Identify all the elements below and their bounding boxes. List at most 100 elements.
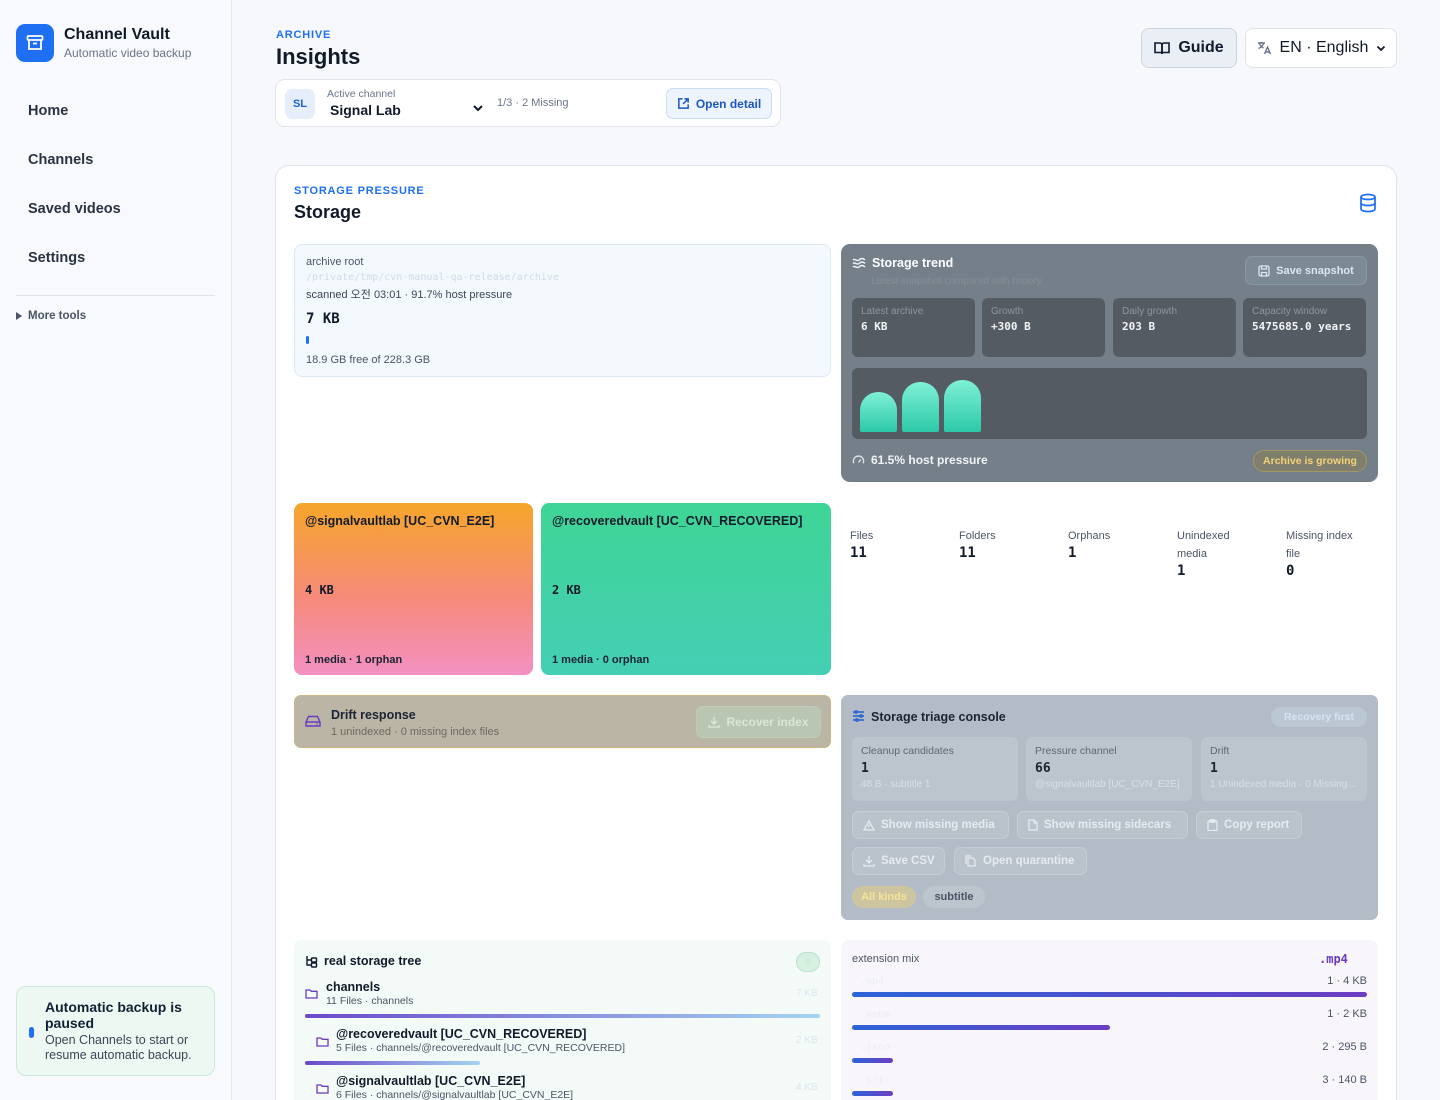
extension-name: .mp4	[860, 976, 885, 987]
show-missing-sidecars-button[interactable]: Show missing sidecars	[1017, 811, 1188, 839]
stat-label: Folders	[959, 530, 996, 542]
hard-drive-icon	[305, 715, 321, 727]
button-label: Open quarantine	[983, 855, 1075, 867]
tree-title: real storage tree	[324, 954, 422, 968]
tree-node-size: 2 KB	[796, 1035, 818, 1046]
extension-value: 1 · 2 KB	[1327, 1008, 1367, 1020]
trend-bar	[944, 380, 981, 432]
active-channel-card: SL Active channel Signal Lab 1/3 · 2 Mis…	[275, 79, 781, 127]
stat-label: Orphans	[1068, 530, 1111, 542]
language-select[interactable]: EN · English	[1245, 28, 1397, 68]
tree-node-name: @signalvaultlab [UC_CVN_E2E]	[336, 1074, 526, 1088]
tile-channel-name: @recoveredvault [UC_CVN_RECOVERED]	[552, 514, 803, 528]
tree-node-channels[interactable]: channels 11 Files · channels	[326, 980, 413, 1007]
tile-footer: 1 media · 1 orphan	[305, 654, 403, 666]
more-tools-toggle[interactable]: More tools	[16, 310, 86, 322]
tile-footer: 1 media · 0 orphan	[552, 654, 650, 666]
tree-node-bar	[305, 1061, 480, 1065]
save-snapshot-label: Save snapshot	[1276, 264, 1354, 277]
extension-value: 2 · 295 B	[1322, 1041, 1367, 1053]
tree-node-recoveredvault[interactable]: @recoveredvault [UC_CVN_RECOVERED] 5 Fil…	[336, 1027, 625, 1054]
sidebar-item-settings[interactable]: Settings	[28, 249, 86, 266]
status-dot	[29, 1027, 34, 1038]
database-icon	[1360, 193, 1376, 213]
stat-unindexed-media: Unindexed media 1	[1177, 527, 1249, 579]
metric-label: Latest archive	[861, 306, 924, 317]
waves-icon	[852, 257, 866, 269]
channel-select[interactable]: Signal Lab	[330, 102, 401, 118]
sidebar-item-home[interactable]: Home	[28, 102, 69, 119]
brand: Channel Vault Automatic video backup	[16, 24, 191, 62]
extension-name: .json	[860, 1042, 891, 1053]
app-title: Channel Vault	[64, 26, 170, 43]
filter-chip-all-kinds[interactable]: All kinds	[852, 886, 916, 908]
folder-icon	[305, 989, 318, 999]
stat-files: Files 11	[850, 527, 950, 561]
tree-node-name: channels	[326, 980, 381, 994]
sidebar-item-saved-videos[interactable]: Saved videos	[28, 200, 121, 217]
host-pressure-label: 61.5% host pressure	[871, 453, 988, 467]
copy-report-button[interactable]: Copy report	[1196, 811, 1302, 839]
triage-card-sub: 48 B · subtitle 1	[861, 779, 931, 790]
sidebar-item-channels[interactable]: Channels	[28, 151, 94, 168]
metric-value: 6 KB	[861, 320, 888, 333]
stat-label: Unindexed media	[1177, 530, 1230, 560]
tree-header: real storage tree	[305, 954, 421, 968]
show-missing-media-button[interactable]: Show missing media	[852, 811, 1009, 839]
folder-icon	[316, 1084, 329, 1094]
caret-right-icon	[16, 312, 22, 320]
open-quarantine-button[interactable]: Open quarantine	[954, 847, 1087, 875]
app-subtitle: Automatic video backup	[64, 46, 192, 60]
channel-tile-signalvaultlab[interactable]: @signalvaultlab [UC_CVN_E2E] 4 KB 1 medi…	[294, 503, 533, 675]
tree-node-size: 4 KB	[796, 1082, 818, 1093]
download-icon	[708, 717, 721, 728]
triage-card-value: 1	[1210, 761, 1218, 776]
stat-folders: Folders 11	[959, 527, 1059, 561]
storage-tree-card: real storage tree 0 channels 11 Files · …	[294, 940, 831, 1100]
archive-root-label: archive root	[306, 256, 364, 268]
host-pressure: 61.5% host pressure	[852, 453, 988, 467]
open-detail-button[interactable]: Open detail	[666, 88, 772, 119]
guide-button[interactable]: Guide	[1141, 28, 1237, 68]
save-csv-button[interactable]: Save CSV	[852, 847, 945, 875]
save-snapshot-button[interactable]: Save snapshot	[1245, 256, 1367, 285]
trend-bar	[860, 392, 897, 432]
triage-card-cleanup: Cleanup candidates 1 48 B · subtitle 1	[852, 737, 1018, 801]
tree-node-sub: 11 Files · channels	[326, 995, 414, 1007]
paused-body: Open Channels to start or resume automat…	[45, 1033, 192, 1062]
language-label: EN · English	[1279, 39, 1369, 56]
triage-card-sub: 1 Unindexed media · 0 Missing index file	[1210, 779, 1358, 790]
storage-trend-hint: Latest snapshot compared with history	[871, 276, 1042, 287]
scan-status: scanned 오전 03:01 · 91.7% host pressure	[306, 289, 513, 301]
chevron-down-icon[interactable]	[472, 104, 484, 112]
triage-card-label: Pressure channel	[1035, 745, 1117, 757]
archive-root-path: /private/tmp/cvn-manual-qa-release/archi…	[306, 272, 559, 283]
backup-paused-notice: Automatic backup is paused Open Channels…	[16, 986, 215, 1076]
sidebar-nav: Home Channels Saved videos Settings	[16, 86, 216, 282]
files-icon	[965, 855, 976, 867]
tile-size: 4 KB	[305, 583, 334, 597]
recover-index-button[interactable]: Recover index	[696, 706, 821, 738]
extension-bar	[852, 992, 1367, 997]
stat-missing-index-file: Missing index file 0	[1286, 527, 1366, 579]
trend-bar	[902, 382, 939, 432]
page-title: Insights	[276, 44, 361, 69]
stat-orphans: Orphans 1	[1068, 527, 1168, 561]
triage-card-label: Drift	[1210, 745, 1230, 757]
metric-label: Daily growth	[1122, 306, 1178, 317]
storage-trend-chart	[852, 368, 1367, 439]
tree-node-signalvaultlab[interactable]: @signalvaultlab [UC_CVN_E2E] 6 Files · c…	[336, 1074, 573, 1100]
extension-value: 3 · 140 B	[1322, 1074, 1367, 1086]
drift-title: Drift response	[331, 708, 416, 722]
storage-title: Storage	[294, 202, 362, 222]
active-channel-label: Active channel	[327, 88, 396, 100]
channel-status: 1/3 · 2 Missing	[497, 97, 569, 109]
stat-value: 0	[1286, 563, 1295, 579]
page-eyebrow: ARCHIVE	[276, 29, 332, 41]
storage-eyebrow: STORAGE PRESSURE	[294, 185, 425, 197]
channel-tile-recoveredvault[interactable]: @recoveredvault [UC_CVN_RECOVERED] 2 KB …	[541, 503, 831, 675]
filter-chip-subtitle[interactable]: subtitle	[923, 886, 985, 908]
stat-label: Files	[850, 530, 874, 542]
triage-card-drift: Drift 1 1 Unindexed media · 0 Missing in…	[1201, 737, 1367, 801]
extension-name: .srt	[860, 1075, 885, 1086]
